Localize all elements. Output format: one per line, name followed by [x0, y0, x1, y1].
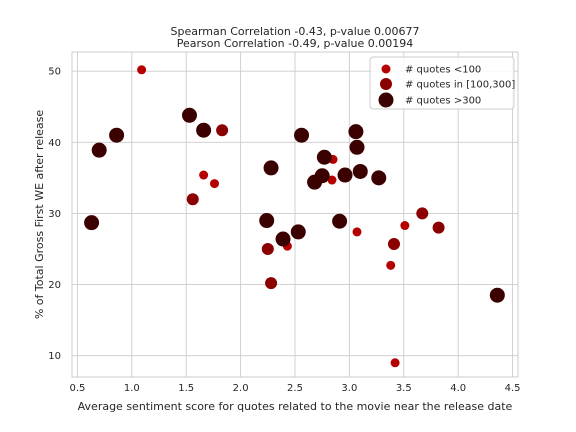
data-point	[390, 358, 400, 368]
data-point	[332, 213, 348, 229]
data-point	[416, 207, 429, 220]
x-tick-label: 1.5	[178, 383, 194, 394]
data-point	[84, 215, 100, 231]
data-point	[348, 124, 364, 140]
data-point	[400, 221, 410, 231]
data-point	[489, 287, 505, 303]
y-tick-label: 30	[48, 209, 61, 220]
y-tick-label: 40	[48, 138, 61, 149]
x-tick-label: 4.0	[450, 383, 466, 394]
data-point	[314, 168, 330, 184]
legend-label-small: # quotes <100	[405, 65, 481, 76]
y-axis-ticks: 10 20 30 40 50	[48, 67, 61, 362]
data-point	[199, 170, 209, 180]
data-point	[265, 277, 278, 290]
data-point	[371, 170, 387, 186]
x-axis-label: Average sentiment score for quotes relat…	[78, 400, 513, 413]
legend: # quotes <100 # quotes in [100,300] # qu…	[369, 56, 515, 110]
legend-marker-large	[378, 92, 394, 108]
legend-label-large: # quotes >300	[405, 96, 481, 107]
data-point	[216, 124, 229, 137]
x-tick-label: 2.5	[287, 383, 303, 394]
data-points	[84, 65, 505, 368]
data-point	[259, 213, 275, 229]
data-point	[263, 160, 279, 176]
data-point	[352, 163, 368, 179]
legend-marker-medium	[380, 78, 392, 90]
data-point	[432, 221, 445, 234]
y-tick-label: 10	[48, 351, 61, 362]
x-tick-label: 1.0	[124, 383, 140, 394]
data-point	[109, 127, 125, 143]
x-tick-label: 0.5	[69, 383, 85, 394]
chart-title-line-2: Pearson Correlation -0.49, p-value 0.001…	[177, 37, 414, 50]
data-point	[352, 227, 362, 237]
data-point	[290, 224, 306, 240]
chart-title-line-1: Spearman Correlation -0.43, p-value 0.00…	[170, 25, 419, 38]
data-point	[337, 167, 353, 183]
x-axis-ticks: 0.5 1.0 1.5 2.0 2.5 3.0 3.5 4.0 4.5	[69, 383, 520, 394]
y-axis-label: % of Total Gross First WE after release	[33, 110, 46, 320]
data-point	[210, 179, 220, 189]
legend-marker-small	[381, 64, 391, 74]
x-tick-label: 4.5	[505, 383, 521, 394]
x-tick-label: 3.5	[396, 383, 412, 394]
data-point	[327, 175, 337, 185]
legend-box	[369, 56, 515, 110]
data-point	[275, 231, 291, 247]
x-tick-label: 3.0	[341, 383, 357, 394]
data-point	[294, 127, 310, 143]
legend-label-medium: # quotes in [100,300]	[405, 80, 515, 91]
y-tick-label: 20	[48, 280, 61, 291]
data-point	[261, 242, 274, 255]
data-point	[186, 193, 199, 206]
data-point	[137, 65, 147, 75]
data-point	[349, 139, 365, 155]
data-point	[387, 238, 400, 251]
plot-frame	[71, 51, 519, 378]
y-tick-label: 50	[48, 67, 61, 78]
data-point	[316, 149, 332, 165]
data-point	[196, 122, 212, 138]
grid-lines	[72, 52, 518, 377]
data-point	[91, 142, 107, 158]
data-point	[386, 260, 396, 270]
x-tick-label: 2.0	[233, 383, 249, 394]
data-point	[181, 107, 197, 123]
